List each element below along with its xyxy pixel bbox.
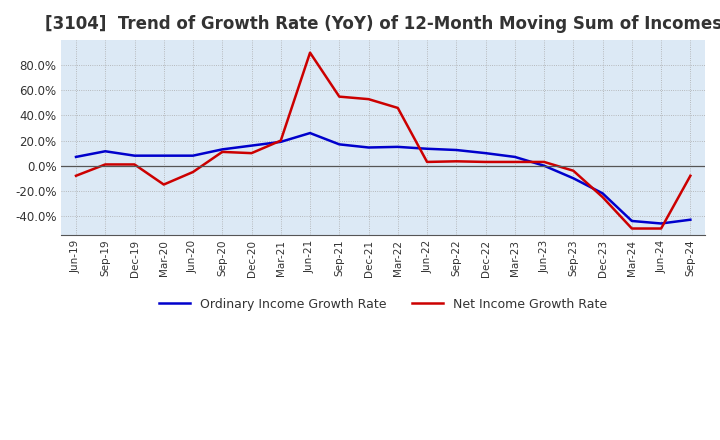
Net Income Growth Rate xyxy=(423,159,431,165)
Ordinary Income Growth Rate xyxy=(189,153,197,158)
Net Income Growth Rate xyxy=(598,194,607,200)
Net Income Growth Rate xyxy=(481,159,490,165)
Line: Net Income Growth Rate: Net Income Growth Rate xyxy=(76,53,690,228)
Ordinary Income Growth Rate xyxy=(481,150,490,156)
Ordinary Income Growth Rate xyxy=(423,146,431,151)
Ordinary Income Growth Rate xyxy=(364,145,373,150)
Legend: Ordinary Income Growth Rate, Net Income Growth Rate: Ordinary Income Growth Rate, Net Income … xyxy=(154,293,612,316)
Ordinary Income Growth Rate xyxy=(686,217,695,222)
Net Income Growth Rate xyxy=(540,159,549,165)
Ordinary Income Growth Rate xyxy=(569,176,577,181)
Ordinary Income Growth Rate xyxy=(218,147,227,152)
Ordinary Income Growth Rate xyxy=(540,163,549,169)
Ordinary Income Growth Rate xyxy=(130,153,139,158)
Title: [3104]  Trend of Growth Rate (YoY) of 12-Month Moving Sum of Incomes: [3104] Trend of Growth Rate (YoY) of 12-… xyxy=(45,15,720,33)
Ordinary Income Growth Rate xyxy=(628,218,636,224)
Net Income Growth Rate xyxy=(335,94,343,99)
Ordinary Income Growth Rate xyxy=(72,154,81,160)
Net Income Growth Rate xyxy=(657,226,665,231)
Net Income Growth Rate xyxy=(189,169,197,175)
Ordinary Income Growth Rate xyxy=(598,191,607,196)
Ordinary Income Growth Rate xyxy=(335,142,343,147)
Net Income Growth Rate xyxy=(247,150,256,156)
Ordinary Income Growth Rate xyxy=(394,144,402,150)
Net Income Growth Rate xyxy=(628,226,636,231)
Ordinary Income Growth Rate xyxy=(276,139,285,144)
Net Income Growth Rate xyxy=(72,173,81,178)
Ordinary Income Growth Rate xyxy=(510,154,519,160)
Ordinary Income Growth Rate xyxy=(657,221,665,226)
Net Income Growth Rate xyxy=(452,159,461,164)
Net Income Growth Rate xyxy=(101,162,109,167)
Line: Ordinary Income Growth Rate: Ordinary Income Growth Rate xyxy=(76,133,690,224)
Net Income Growth Rate xyxy=(306,50,315,55)
Net Income Growth Rate xyxy=(218,149,227,154)
Net Income Growth Rate xyxy=(510,159,519,165)
Net Income Growth Rate xyxy=(394,105,402,110)
Net Income Growth Rate xyxy=(159,182,168,187)
Net Income Growth Rate xyxy=(364,96,373,102)
Ordinary Income Growth Rate xyxy=(247,143,256,148)
Net Income Growth Rate xyxy=(130,162,139,167)
Ordinary Income Growth Rate xyxy=(452,147,461,153)
Net Income Growth Rate xyxy=(686,173,695,178)
Ordinary Income Growth Rate xyxy=(306,130,315,136)
Net Income Growth Rate xyxy=(569,168,577,173)
Ordinary Income Growth Rate xyxy=(101,149,109,154)
Net Income Growth Rate xyxy=(276,138,285,143)
Ordinary Income Growth Rate xyxy=(159,153,168,158)
